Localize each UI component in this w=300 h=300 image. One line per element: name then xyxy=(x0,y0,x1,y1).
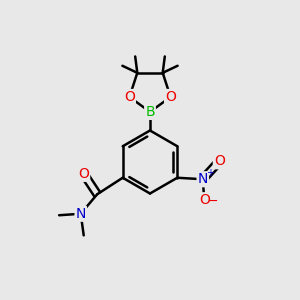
Text: O: O xyxy=(214,154,225,168)
Text: O: O xyxy=(124,90,135,104)
Text: O: O xyxy=(199,193,210,207)
Text: N: N xyxy=(198,172,208,186)
Text: O: O xyxy=(78,167,89,181)
Text: B: B xyxy=(145,105,155,119)
Text: −: − xyxy=(208,195,218,208)
Text: O: O xyxy=(165,90,176,104)
Text: +: + xyxy=(206,168,214,178)
Text: N: N xyxy=(76,207,86,221)
